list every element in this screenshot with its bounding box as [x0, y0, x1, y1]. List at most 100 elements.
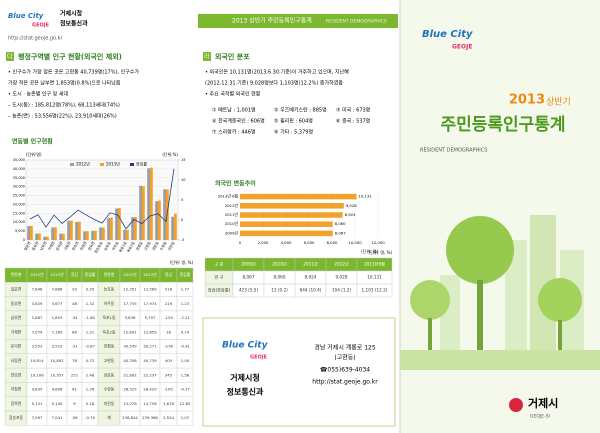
url: http://stat.geoje.go.kr — [8, 36, 63, 42]
x-tick-label: 일운면 — [23, 241, 32, 252]
cell-text: 8,924 — [305, 275, 317, 280]
cell-text: 104 (1.2) — [332, 288, 352, 293]
bar — [142, 186, 145, 240]
bar — [110, 217, 113, 240]
y-tick-label: 5,000 — [15, 229, 25, 233]
cell-text: 7,846 — [32, 286, 43, 291]
cell-text: 21,892 — [123, 372, 137, 377]
cell-text: 18 — [166, 329, 171, 334]
phone: ☎055)639-4034 — [320, 367, 370, 374]
bar — [134, 217, 137, 240]
band-title: 2013 상반기 주민등록인구통계 — [232, 17, 312, 25]
bar — [118, 208, 121, 240]
bar — [155, 201, 158, 240]
address: (고현동) — [334, 354, 355, 362]
unit-label: (단위: 명, %) — [369, 249, 393, 255]
cell-text: 9,028 — [336, 275, 348, 280]
nationality: ⑧ 기타 : 5,379명 — [274, 129, 313, 136]
cell-text: 1,103 (12.2) — [362, 288, 388, 293]
bar — [67, 220, 70, 240]
cell-text: 17,755 — [123, 301, 137, 306]
header-text: 2012년 — [30, 272, 44, 277]
cell-text: 12,569 — [143, 286, 157, 291]
cell-text: 219 — [165, 301, 173, 306]
cell-text: 13,078 — [123, 401, 137, 406]
cell-text: 3,677 — [52, 301, 63, 306]
cell-text: 78 — [72, 358, 77, 363]
y-tick-label: 2010년 — [225, 221, 239, 226]
text-line: (2012.12.31.기준) 9,028명보다 1,103명(12.2%) 증… — [205, 80, 343, 87]
org: 정보통신과 — [227, 387, 264, 397]
y-tick-label: 25,000 — [13, 194, 25, 198]
tree — [446, 216, 514, 284]
legend-swatch — [100, 163, 104, 166]
y-tick-label: 0 — [23, 238, 25, 242]
nationality: ⑦ 스리랑카 : 446명 — [212, 129, 255, 136]
cell-text: 8,060 — [274, 275, 286, 280]
bar — [43, 236, 46, 240]
cell-text: 239,368 — [142, 415, 158, 420]
bar — [131, 217, 134, 240]
cover-half: 상반기 — [546, 97, 571, 108]
header-text: 증감률 — [180, 272, 191, 277]
x-tick-label: 아주동 — [111, 240, 121, 252]
cell-text: 10,892 — [50, 358, 64, 363]
cell-text: 1.07 — [181, 415, 190, 420]
bar — [240, 203, 344, 209]
cell-text: 7,097 — [32, 415, 43, 420]
x-tick-label: 능포동 — [103, 240, 113, 252]
bar — [62, 233, 65, 240]
org: 거제시청 — [230, 373, 259, 383]
cell-text: 345 — [165, 372, 173, 377]
y2-tick-label: 0 — [181, 218, 183, 222]
cell-text: 4,896 — [52, 387, 63, 392]
legend-swatch — [70, 163, 74, 166]
logo: Blue City — [8, 12, 44, 20]
bar — [27, 226, 30, 240]
cell — [356, 283, 393, 298]
bar — [107, 218, 110, 240]
y-tick-label: 2009년 — [225, 230, 239, 235]
header-text: 면동별 — [104, 272, 115, 277]
cell-text: 844 (10.4) — [300, 288, 322, 293]
cell-text: 12,859 — [143, 329, 157, 334]
x-tick-label: 수양동 — [159, 240, 169, 252]
cell-text: 1.21 — [86, 329, 95, 334]
cell-text: -105 — [164, 387, 173, 392]
header-text: 증감 — [165, 272, 172, 277]
cell-text: 일운면 — [11, 286, 22, 291]
band — [198, 14, 398, 28]
cell-text: 1.77 — [181, 286, 190, 291]
y2-tick-label: 10 — [181, 178, 185, 182]
trunk — [477, 280, 483, 350]
y-tick-label: 20,000 — [13, 202, 25, 206]
cell-text: 능포동 — [104, 286, 115, 291]
cell-text: -0.37 — [180, 387, 190, 392]
cell-text: 1.58 — [181, 372, 190, 377]
header-text: 증감 — [71, 272, 78, 277]
text-line: • 인구수가 가장 많은 곳은 고현동 40,739명(17%), 인구수가 — [8, 69, 139, 76]
cell-text: -56 — [71, 415, 78, 420]
marker-box — [6, 52, 14, 61]
bar — [174, 213, 177, 240]
x-tick-label: 동부면 — [31, 241, 40, 252]
y-tick-label: 30,000 — [13, 185, 25, 189]
nationality: ⑥ 중국 : 537명 — [336, 118, 370, 125]
bar — [126, 229, 129, 240]
nationality: ③ 미국 : 673명 — [336, 107, 370, 114]
cell-text: 423 (5.5) — [239, 288, 259, 293]
cell-text: 20 — [72, 286, 77, 291]
trunk — [558, 320, 562, 350]
cell-text: 17,974 — [143, 301, 157, 306]
cell-text: 상문동 — [104, 372, 115, 377]
bar — [78, 221, 81, 240]
cell-text: 48 — [72, 301, 77, 306]
cell-text: 옥포1동 — [103, 315, 116, 320]
cell-text: 1.23 — [181, 301, 190, 306]
x-tick-label: 마전동 — [167, 240, 177, 252]
y2-tick-label: 15 — [181, 158, 185, 162]
cover-year: 2013 — [509, 93, 545, 108]
cell-text: 장목면 — [11, 401, 22, 406]
header-text: 2010년 — [272, 261, 287, 267]
cell-text: -34 — [71, 315, 78, 320]
